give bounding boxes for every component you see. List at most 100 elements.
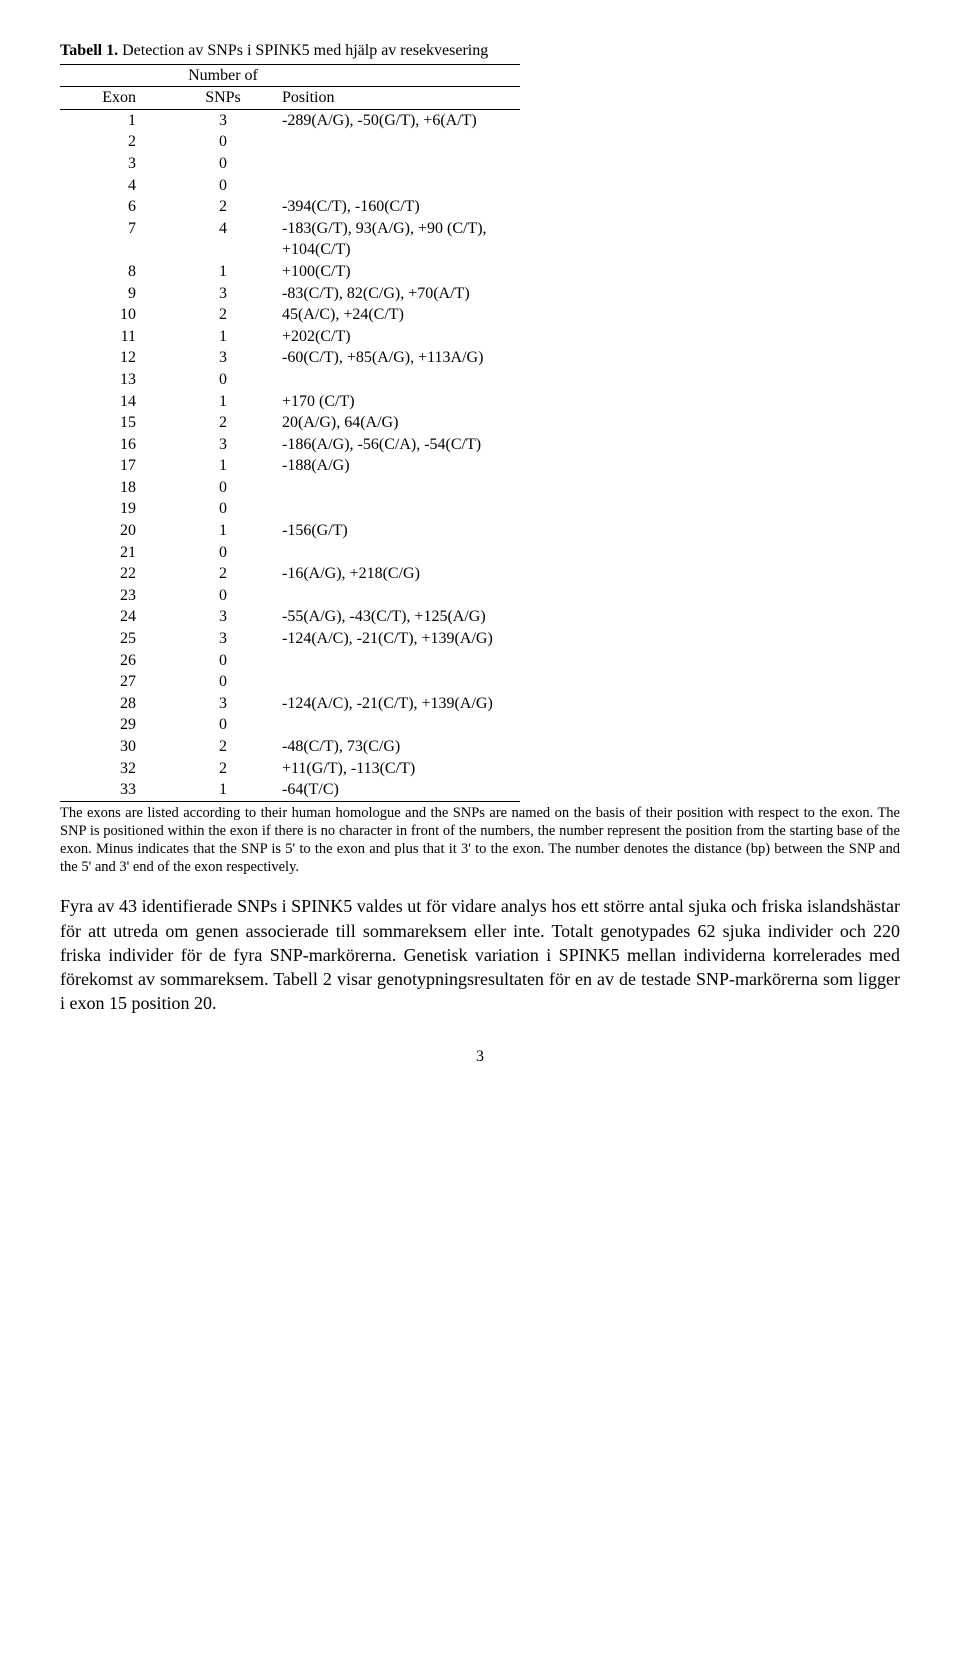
cell-snps: 3	[172, 693, 274, 715]
cell-snps: 2	[172, 736, 274, 758]
table-row: 141+170 (C/T)	[60, 391, 520, 413]
cell-snps: 0	[172, 131, 274, 153]
cell-exon: 23	[60, 585, 172, 607]
cell-snps: 3	[172, 606, 274, 628]
cell-snps: 0	[172, 153, 274, 175]
table-row: 260	[60, 650, 520, 672]
cell-exon: 8	[60, 261, 172, 283]
cell-position: -55(A/G), -43(C/T), +125(A/G)	[274, 606, 520, 628]
cell-position: -188(A/G)	[274, 455, 520, 477]
cell-snps: 3	[172, 628, 274, 650]
cell-position	[274, 369, 520, 391]
cell-position: -16(A/G), +218(C/G)	[274, 563, 520, 585]
table-row: 190	[60, 498, 520, 520]
cell-snps: 0	[172, 671, 274, 693]
cell-snps: 2	[172, 412, 274, 434]
cell-exon: 13	[60, 369, 172, 391]
table-footnote: The exons are listed according to their …	[60, 804, 900, 877]
cell-exon: 22	[60, 563, 172, 585]
table-row: 111+202(C/T)	[60, 326, 520, 348]
cell-position	[274, 153, 520, 175]
cell-exon: 33	[60, 779, 172, 801]
cell-position	[274, 498, 520, 520]
cell-snps: 3	[172, 347, 274, 369]
table-row: 15220(A/G), 64(A/G)	[60, 412, 520, 434]
cell-snps: 1	[172, 455, 274, 477]
table-row: 253-124(A/C), -21(C/T), +139(A/G)	[60, 628, 520, 650]
table-row: 210	[60, 542, 520, 564]
header-snps: SNPs	[172, 87, 274, 110]
table-row: 93-83(C/T), 82(C/G), +70(A/T)	[60, 283, 520, 305]
table-row: 201-156(G/T)	[60, 520, 520, 542]
cell-exon: 28	[60, 693, 172, 715]
table-row: 290	[60, 714, 520, 736]
cell-exon: 30	[60, 736, 172, 758]
cell-position: -186(A/G), -56(C/A), -54(C/T)	[274, 434, 520, 456]
cell-snps: 1	[172, 326, 274, 348]
cell-snps: 1	[172, 520, 274, 542]
cell-position: -156(G/T)	[274, 520, 520, 542]
cell-exon: 6	[60, 196, 172, 218]
cell-exon: 15	[60, 412, 172, 434]
table-row: 331-64(T/C)	[60, 779, 520, 801]
cell-position	[274, 671, 520, 693]
table-caption: Tabell 1. Detection av SNPs i SPINK5 med…	[60, 40, 900, 62]
header-exon: Exon	[60, 87, 172, 110]
table-row: 243-55(A/G), -43(C/T), +125(A/G)	[60, 606, 520, 628]
cell-snps: 1	[172, 391, 274, 413]
header-snps-top: Number of	[172, 64, 274, 87]
cell-exon: 11	[60, 326, 172, 348]
cell-exon: 7	[60, 218, 172, 240]
cell-position: -48(C/T), 73(C/G)	[274, 736, 520, 758]
cell-snps: 2	[172, 563, 274, 585]
cell-exon: 9	[60, 283, 172, 305]
header-position: Position	[274, 87, 520, 110]
cell-exon: 21	[60, 542, 172, 564]
body-paragraph: Fyra av 43 identifierade SNPs i SPINK5 v…	[60, 894, 900, 1015]
table-caption-text: Detection av SNPs i SPINK5 med hjälp av …	[118, 42, 488, 59]
cell-position	[274, 175, 520, 197]
table-row: 230	[60, 585, 520, 607]
table-row: +104(C/T)	[60, 239, 520, 261]
cell-exon: 32	[60, 758, 172, 780]
table-row: 130	[60, 369, 520, 391]
table-row: 283-124(A/C), -21(C/T), +139(A/G)	[60, 693, 520, 715]
cell-position: -289(A/G), -50(G/T), +6(A/T)	[274, 109, 520, 131]
cell-position: -60(C/T), +85(A/G), +113A/G)	[274, 347, 520, 369]
cell-snps: 1	[172, 779, 274, 801]
cell-exon: 2	[60, 131, 172, 153]
cell-snps: 0	[172, 542, 274, 564]
table-row: 180	[60, 477, 520, 499]
cell-snps: 0	[172, 369, 274, 391]
cell-exon: 26	[60, 650, 172, 672]
cell-snps: 0	[172, 714, 274, 736]
cell-snps: 3	[172, 109, 274, 131]
cell-position: +11(G/T), -113(C/T)	[274, 758, 520, 780]
cell-exon: 12	[60, 347, 172, 369]
table-row: 123-60(C/T), +85(A/G), +113A/G)	[60, 347, 520, 369]
cell-exon: 25	[60, 628, 172, 650]
table-row: 20	[60, 131, 520, 153]
cell-exon: 17	[60, 455, 172, 477]
table-row: 40	[60, 175, 520, 197]
table-row: 81+100(C/T)	[60, 261, 520, 283]
cell-position: -124(A/C), -21(C/T), +139(A/G)	[274, 628, 520, 650]
cell-position: +100(C/T)	[274, 261, 520, 283]
cell-position: +202(C/T)	[274, 326, 520, 348]
cell-exon: 14	[60, 391, 172, 413]
cell-snps: 2	[172, 758, 274, 780]
cell-position	[274, 714, 520, 736]
table-row: 322+11(G/T), -113(C/T)	[60, 758, 520, 780]
cell-exon: 10	[60, 304, 172, 326]
cell-position: -124(A/C), -21(C/T), +139(A/G)	[274, 693, 520, 715]
cell-position	[274, 131, 520, 153]
cell-position	[274, 542, 520, 564]
cell-snps: 4	[172, 218, 274, 240]
cell-snps: 2	[172, 304, 274, 326]
page-number: 3	[60, 1046, 900, 1068]
cell-exon: 18	[60, 477, 172, 499]
table-row: 171-188(A/G)	[60, 455, 520, 477]
cell-snps: 2	[172, 196, 274, 218]
cell-position: 45(A/C), +24(C/T)	[274, 304, 520, 326]
table-row: 163-186(A/G), -56(C/A), -54(C/T)	[60, 434, 520, 456]
